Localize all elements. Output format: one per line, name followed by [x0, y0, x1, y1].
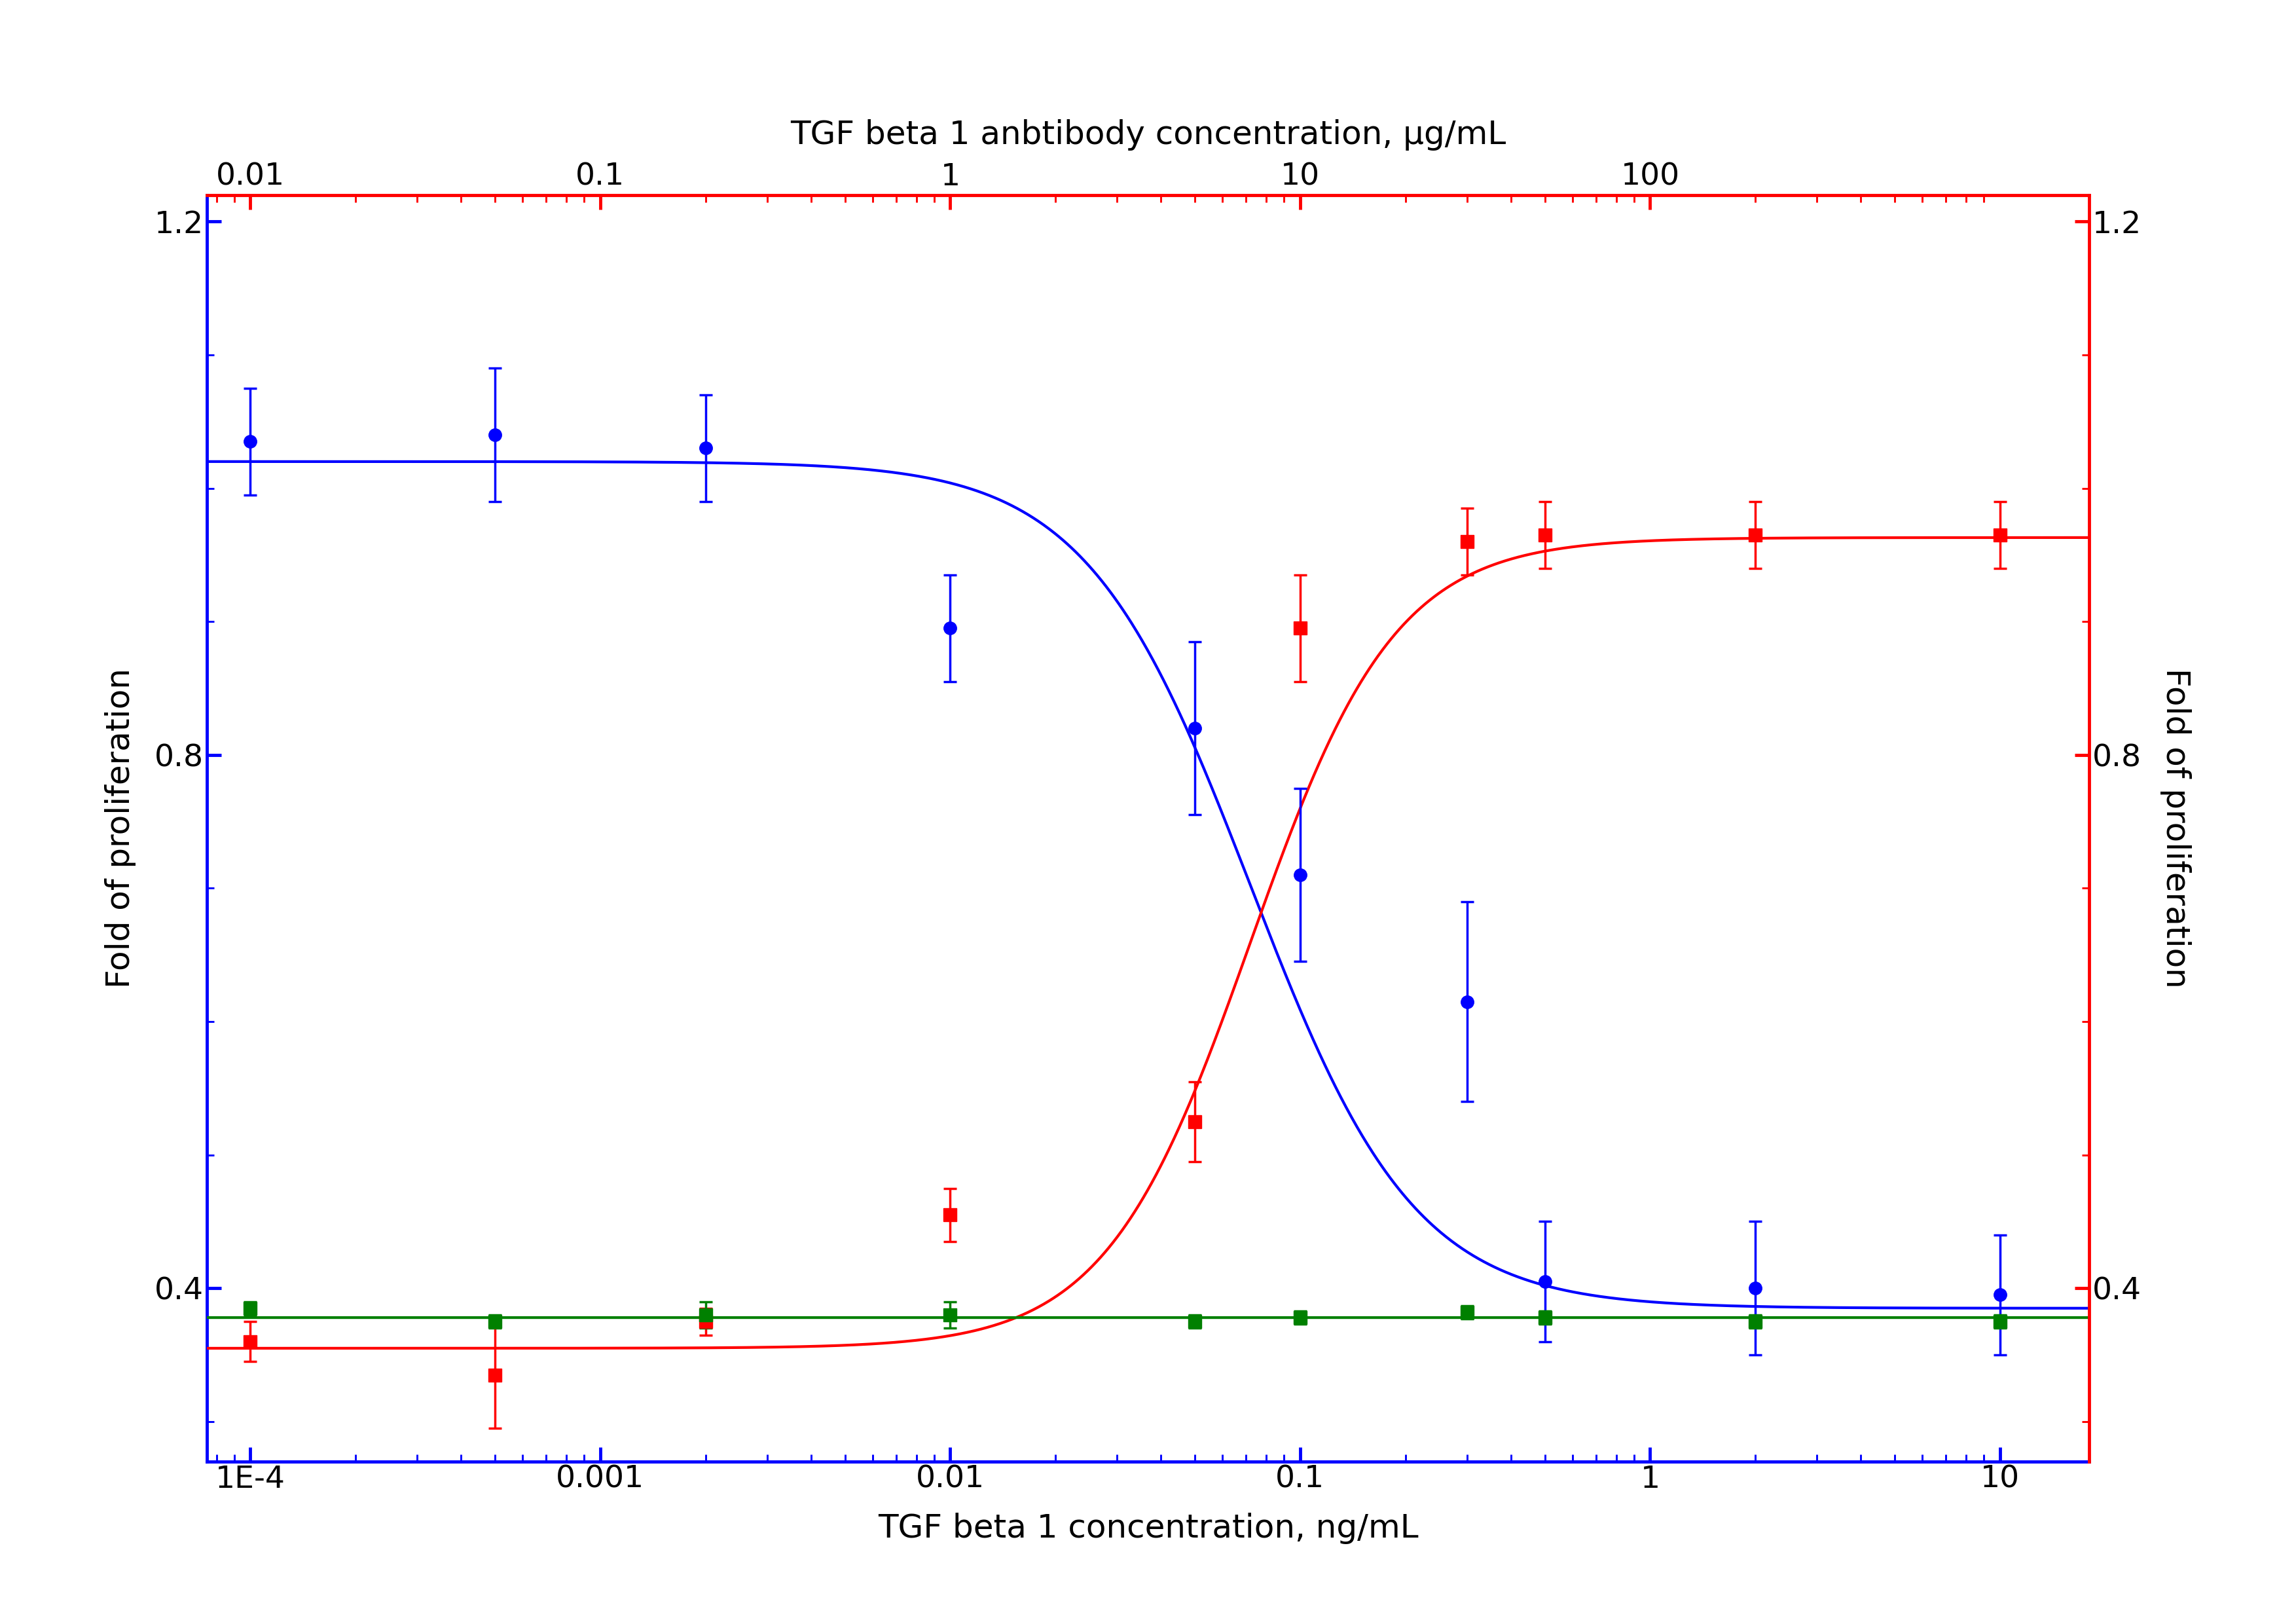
Y-axis label: Fold of proliferation: Fold of proliferation: [2161, 667, 2190, 989]
X-axis label: TGF beta 1 concentration, ng/mL: TGF beta 1 concentration, ng/mL: [877, 1512, 1419, 1544]
X-axis label: TGF beta 1 anbtibody concentration, μg/mL: TGF beta 1 anbtibody concentration, μg/m…: [790, 119, 1506, 151]
Y-axis label: Fold of proliferation: Fold of proliferation: [106, 667, 135, 989]
